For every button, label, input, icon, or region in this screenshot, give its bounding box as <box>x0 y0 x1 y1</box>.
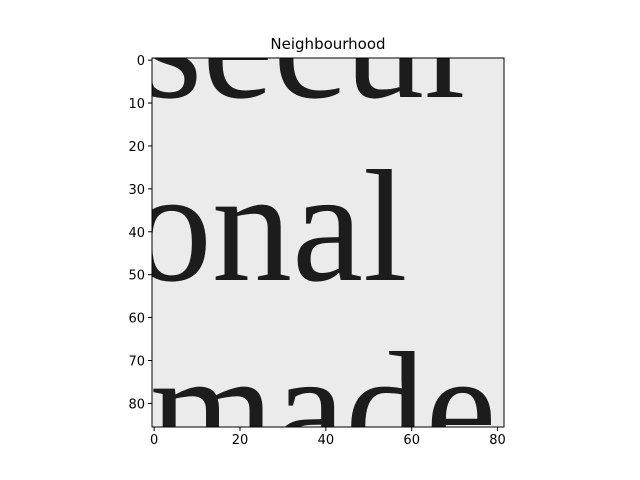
image-word: onal <box>132 137 407 315</box>
x-tick-label: 0 <box>150 433 158 448</box>
image-background <box>152 58 504 427</box>
y-tick-label: 80 <box>128 397 145 412</box>
y-tick-label: 50 <box>128 269 145 284</box>
x-tick-label: 60 <box>403 433 420 448</box>
chart-title: Neighbourhood <box>270 35 385 53</box>
y-tick-label: 0 <box>137 54 145 69</box>
y-tick-label: 10 <box>128 97 145 112</box>
y-tick-label: 60 <box>128 312 145 327</box>
x-tick-label: 40 <box>318 433 335 448</box>
y-tick-label: 40 <box>128 226 145 241</box>
image-word: secur <box>140 0 478 132</box>
x-tick-label: 20 <box>232 433 249 448</box>
y-tick-label: 30 <box>128 183 145 198</box>
axes-frame <box>151 57 505 428</box>
y-tick-label: 70 <box>128 354 145 369</box>
y-tick-label: 20 <box>128 140 145 155</box>
image-word: made <box>150 319 496 480</box>
x-tick-label: 80 <box>489 433 506 448</box>
